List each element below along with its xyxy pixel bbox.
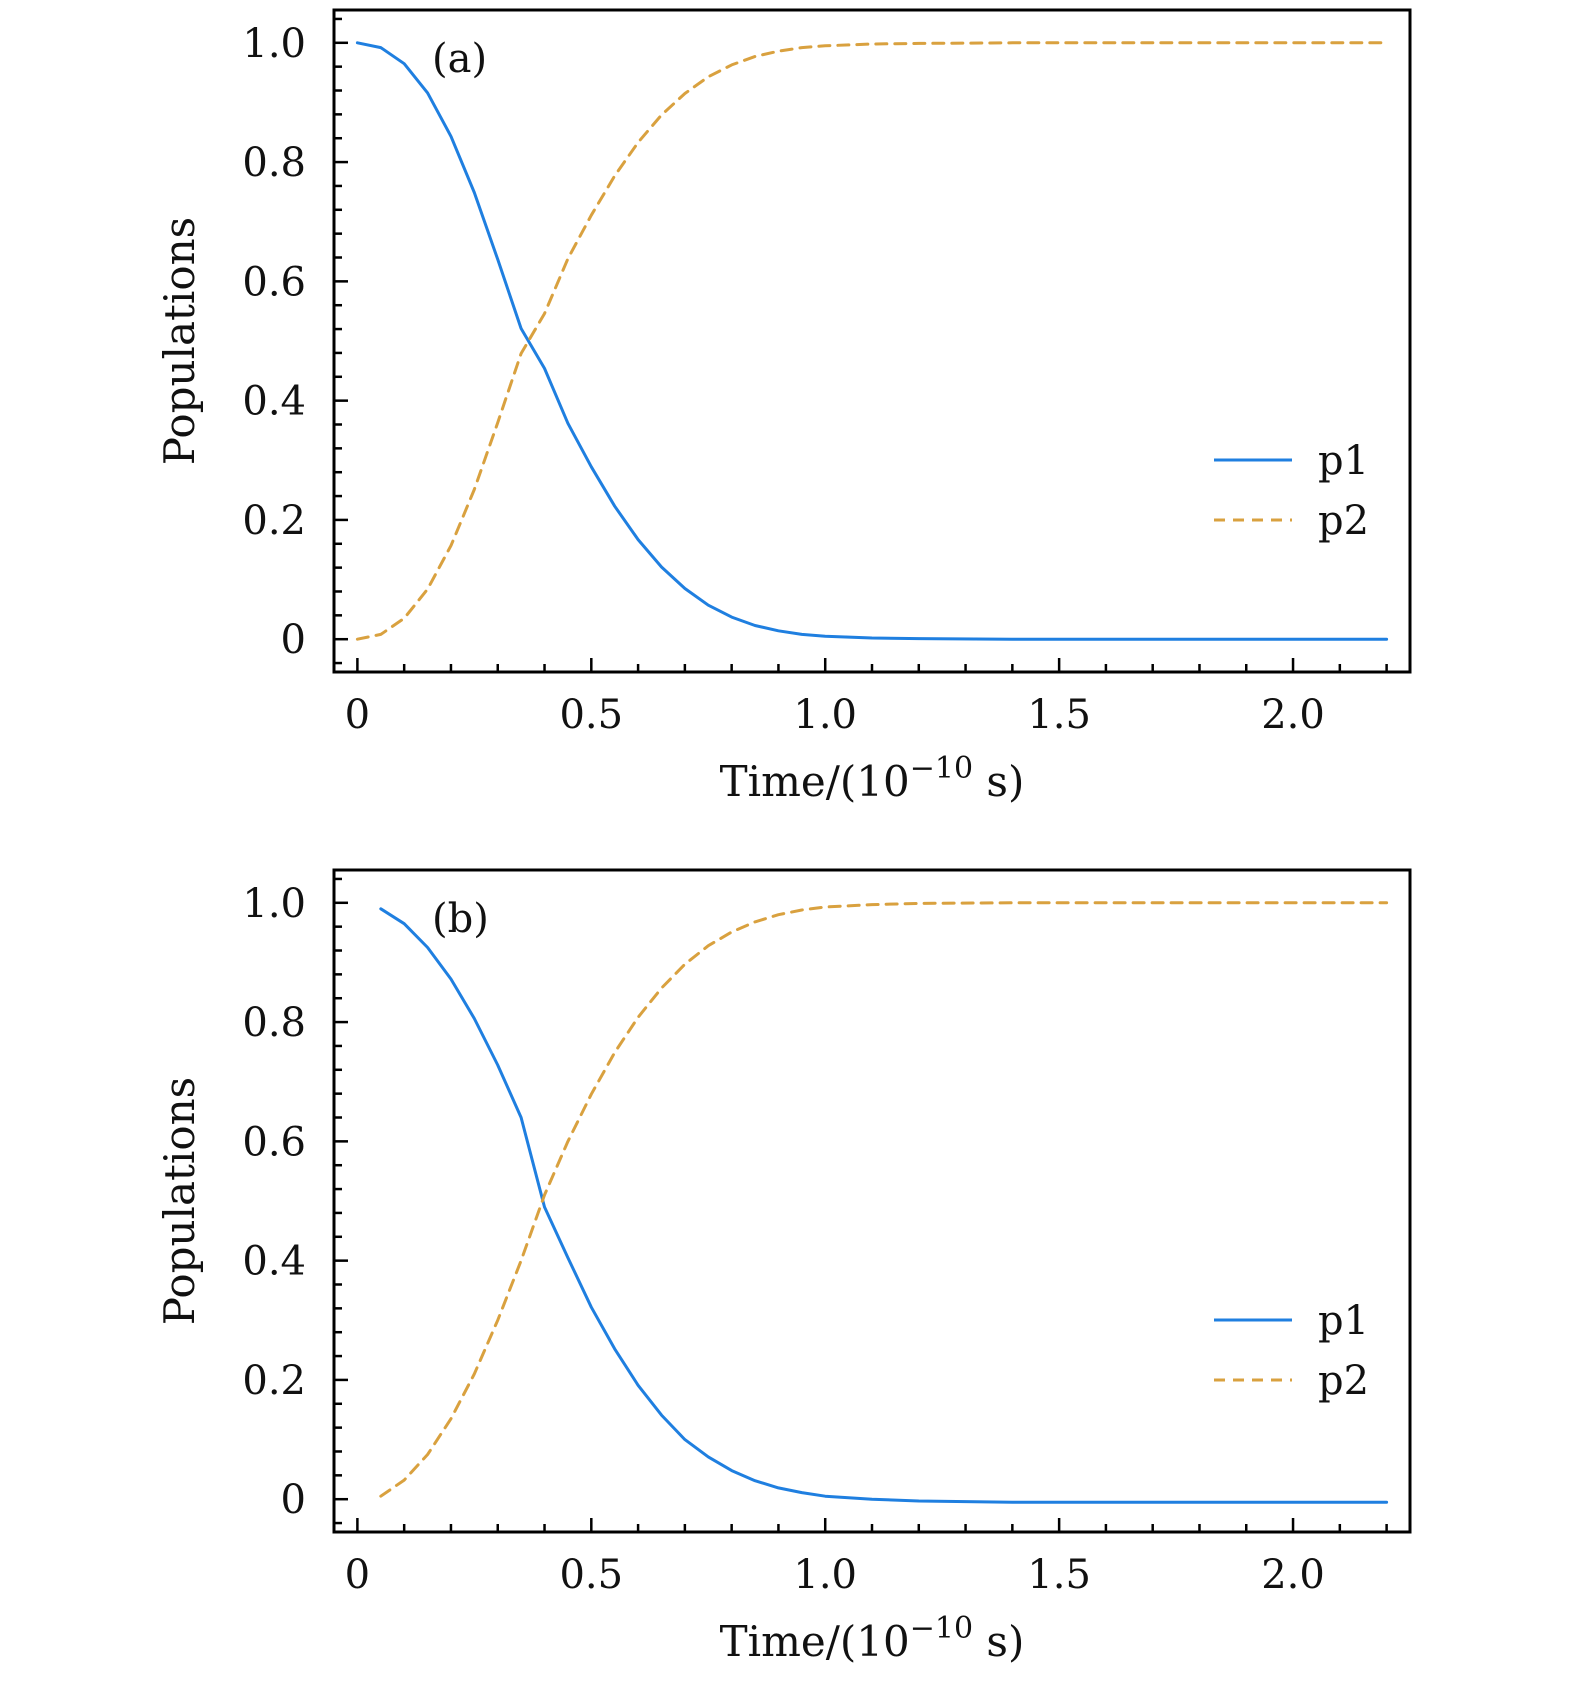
panel-label: (a) [432,36,487,82]
legend-label-p1: p1 [1318,438,1369,484]
y-tick-label: 0.2 [242,1358,306,1404]
x-tick-label: 0 [345,692,370,738]
y-tick-label: 0.6 [242,1119,306,1165]
y-tick-label: 0.6 [242,259,306,305]
x-tick-label: 2.0 [1261,1552,1325,1598]
series-line-p1 [355,41,1389,641]
x-axis-label-main: Time/(10 [720,757,910,806]
y-axis-label: Populations [155,1077,204,1325]
x-tick-label: 0.5 [559,692,623,738]
series-line-p2 [379,901,1389,1498]
legend-label-p2: p2 [1318,498,1369,544]
y-tick-label: 0.2 [242,498,306,544]
x-tick-label: 1.0 [793,1552,857,1598]
x-tick-label: 1.5 [1027,692,1091,738]
y-axis-label: Populations [155,217,204,465]
y-tick-label: 0.4 [242,1239,306,1285]
series-line-p1 [379,907,1389,1504]
x-axis-label: Time/(10−10 s) [720,1611,1025,1666]
plot-frame [332,8,1412,674]
x-tick-label: 1.5 [1027,1552,1091,1598]
y-tick-label: 0.8 [242,1000,306,1046]
plot-frame [332,868,1412,1534]
y-tick-label: 1.0 [242,21,306,67]
y-tick-label: 0 [281,617,306,663]
series-line-p2 [355,41,1389,641]
x-axis-label-suffix: s) [973,1617,1024,1666]
y-tick-label: 0 [281,1477,306,1523]
x-tick-label: 0 [345,1552,370,1598]
panel-a: 0 0.5 1.0 1.5 2.0 0 0.2 0.4 0.6 0.8 1.0 Populations… [155,8,1412,806]
x-axis-label-exponent: −10 [910,751,973,786]
x-axis-label: Time/(10−10 s) [720,751,1025,806]
x-tick-label: 2.0 [1261,692,1325,738]
panel-b: 0 0.5 1.0 1.5 2.0 0 0.2 0.4 0.6 0.8 1.0 Populations… [155,868,1412,1666]
x-tick-label: 1.0 [793,692,857,738]
x-axis-label-suffix: s) [973,757,1024,806]
panel-label: (b) [432,896,489,942]
legend-label-p2: p2 [1318,1358,1369,1404]
y-tick-label: 1.0 [242,881,306,927]
y-tick-label: 0.4 [242,379,306,425]
x-axis-label-main: Time/(10 [720,1617,910,1666]
x-axis-label-exponent: −10 [910,1611,973,1646]
legend-label-p1: p1 [1318,1298,1369,1344]
x-tick-label: 0.5 [559,1552,623,1598]
y-tick-label: 0.8 [242,140,306,186]
